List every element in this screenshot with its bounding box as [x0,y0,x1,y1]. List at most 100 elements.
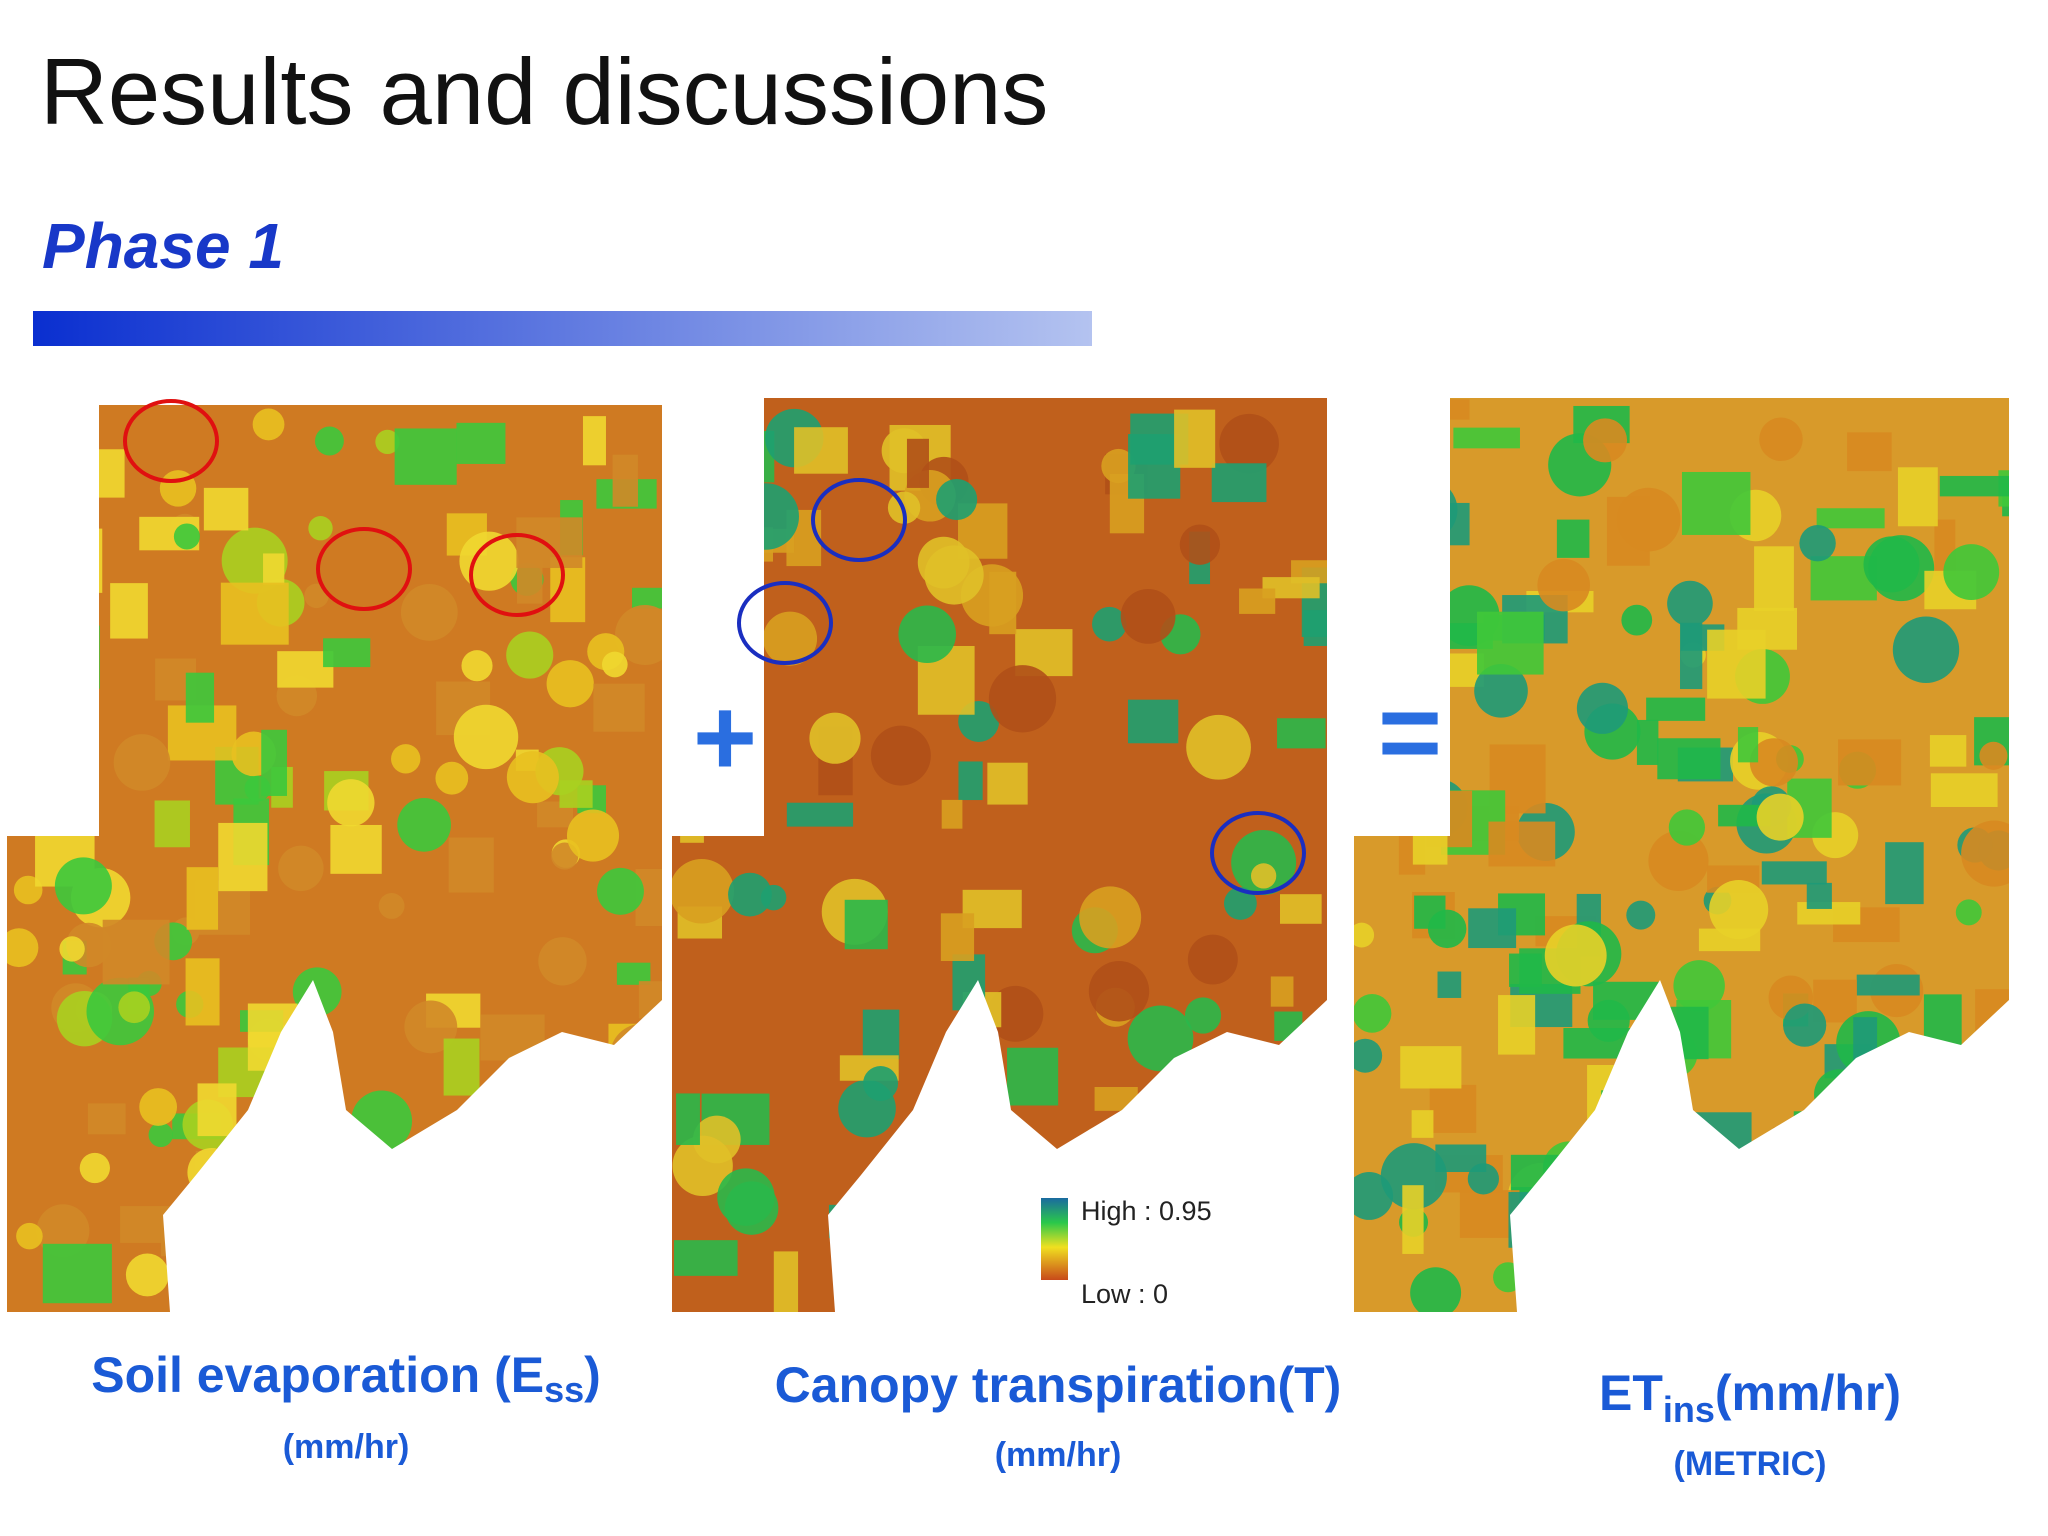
field-patch [1354,1038,1383,1073]
field-patch [13,684,78,746]
field-patch [1231,830,1297,896]
field-patch [597,867,644,915]
panel-label: Canopy transpiration(T) [775,1357,1342,1413]
field-patch [148,1122,173,1148]
field-patch [186,867,219,930]
field-patch [1474,664,1528,718]
field-patch [1606,496,1650,566]
field-patch [1673,960,1725,1012]
field-patch [1816,508,1885,529]
field-patch [1427,909,1467,949]
field-patch [809,712,861,764]
field-patch [612,454,638,507]
field-patch [118,991,151,1024]
field-patch [394,428,457,485]
field-patch [48,700,78,723]
field-patch [375,429,400,455]
field-patch [64,625,100,689]
field-patch [1251,863,1277,889]
field-patch [593,683,645,732]
field-patch [110,583,148,639]
field-patch [728,872,772,917]
field-patch [53,528,103,593]
field-patch [1930,773,1998,807]
field-patch [550,557,586,623]
field-patch [54,857,112,915]
field-patch [1079,886,1142,949]
field-patch [1537,558,1590,612]
subtitle: Phase 1 [42,210,284,282]
field-patch [1279,894,1322,924]
field-patch [958,761,983,801]
field-patch [39,604,86,650]
field-patch [1759,417,1803,462]
field-patch [400,584,458,641]
legend-high: High : 0.95 [1081,1196,1212,1226]
field-patch [263,553,285,585]
label-end: ) [584,1347,601,1403]
field-patch [87,1103,126,1135]
field-patch [16,1222,43,1250]
bay [163,980,662,1312]
field-patch [1498,995,1536,1055]
field-patch [459,531,519,591]
legend-ramp [1041,1198,1068,1280]
field-patch [632,587,662,609]
field-patch [680,814,704,843]
field-patch [710,524,752,564]
field-patch [1576,682,1629,734]
field-patch [1892,616,1960,683]
field-patch [616,962,651,985]
field-patch [185,672,215,723]
field-patch [1509,953,1542,987]
field-patch [30,499,86,556]
field-patch [42,1243,112,1304]
field-patch [1179,524,1221,565]
field-patch [1961,820,2009,887]
field-patch [924,545,984,605]
field-patch [714,435,744,465]
field-patch [1265,1307,1321,1312]
field-patch [987,762,1028,805]
field-patch [566,809,620,862]
field-patch [546,660,594,708]
field-patch [1411,1110,1434,1138]
field-patch [21,453,79,511]
field-patch [1127,699,1179,744]
field-patch [1626,900,1656,930]
bay [1510,980,2009,1312]
field-patch [1847,432,1892,472]
field-patch [220,582,289,645]
field-patch [862,1009,900,1060]
field-patch [1692,1308,1744,1312]
field-patch [453,704,519,770]
field-patch [1979,741,2008,770]
field-patch [378,893,405,919]
field-patch [1544,924,1607,987]
field-patch [59,936,85,962]
field-patch [1838,739,1902,786]
field-patch [844,899,888,950]
field-patch [863,1066,899,1101]
label-text: Soil evaporation (E [91,1347,544,1403]
equals-sign: = [1378,671,1442,794]
field-patch [7,928,39,968]
field-patch [794,427,848,474]
field-patch [1094,1086,1138,1111]
field-patch [940,913,975,961]
field-patch [1429,1084,1477,1133]
field-patch [1636,719,1659,765]
field-patch [95,449,125,498]
maps [7,398,2009,1312]
field-patch [674,1240,738,1276]
field-patch [898,605,956,664]
field-patch [1410,1267,1462,1312]
field-patch [1806,882,1832,909]
field-patch [1929,735,1967,767]
field-patch [1092,606,1127,642]
field-patch [314,426,344,456]
field-patch [461,650,493,682]
field-patch [1184,997,1222,1034]
field-patch [516,517,583,568]
field-patch [1681,471,1751,535]
